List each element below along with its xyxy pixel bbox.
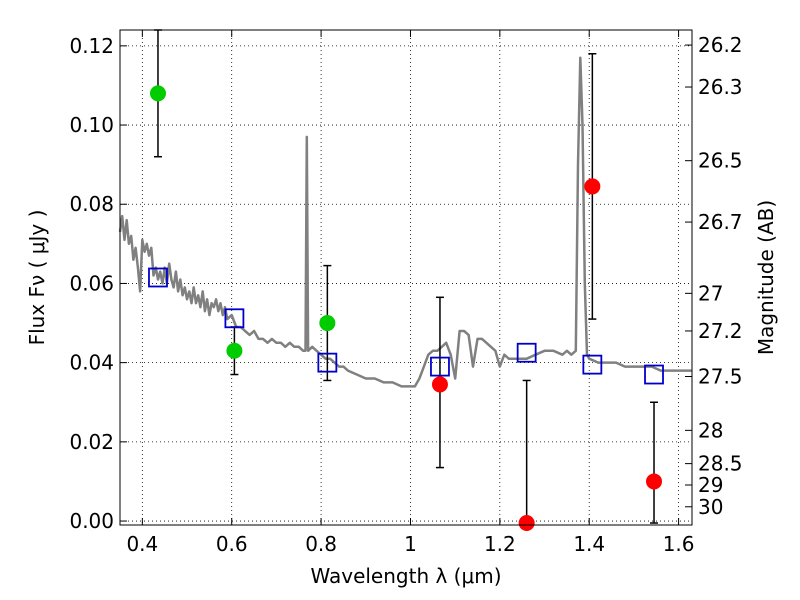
x-tick-label: 0.6 <box>216 532 248 556</box>
model-square <box>644 364 664 385</box>
plot-frame <box>119 29 693 526</box>
y-tick-label: 0.12 <box>69 34 114 58</box>
y-tick-label: 0.06 <box>69 271 114 295</box>
x-axis-label: Wavelength λ (μm) <box>310 564 501 588</box>
red-point <box>518 515 535 532</box>
model-spectrum <box>118 56 692 388</box>
x-tick-label: 1 <box>404 532 417 556</box>
red-point <box>584 178 601 195</box>
right-tick-label: 28 <box>698 418 723 442</box>
y-axis-label: Flux Fν ( μJy ) <box>25 210 49 346</box>
red-point <box>431 376 448 393</box>
right-tick-label: 26.2 <box>698 33 743 57</box>
model-square <box>516 342 537 363</box>
right-tick-label: 26.3 <box>698 75 743 99</box>
observed-photometry-points <box>149 85 663 532</box>
right-tick-label: 27.2 <box>698 319 743 343</box>
x-tick-label: 1.2 <box>484 532 516 556</box>
right-tick-label: 26.5 <box>698 149 743 173</box>
red-point <box>646 473 663 490</box>
right-axis-label: Magnitude (AB) <box>754 200 778 355</box>
green-point <box>319 315 336 332</box>
x-tick-label: 1.6 <box>663 532 695 556</box>
y-tick-label: 0.04 <box>69 351 114 375</box>
right-tick-label: 29 <box>698 473 723 497</box>
model-spectrum-line <box>118 56 692 388</box>
right-tick-label: 26.7 <box>698 210 743 234</box>
model-square <box>148 267 168 288</box>
model-square <box>224 308 245 329</box>
x-tick-label: 1.4 <box>573 532 605 556</box>
model-square <box>430 356 450 377</box>
model-photometry-squares <box>148 267 664 385</box>
right-tick-label: 28.5 <box>698 452 743 476</box>
green-point <box>226 342 243 359</box>
y-tick-label: 0.08 <box>69 192 114 216</box>
grid <box>120 30 692 525</box>
right-tick-label: 30 <box>698 495 723 519</box>
axis-ticks: 0.4 0.6 0.8 1 1.2 1.4 1.6 0.00 0.02 0.04 0.06 0.08 0… <box>69 30 743 556</box>
model-square <box>317 352 338 373</box>
y-tick-label: 0.10 <box>69 113 114 137</box>
y-tick-label: 0.00 <box>69 509 114 533</box>
x-tick-label: 0.8 <box>305 532 337 556</box>
y-tick-label: 0.02 <box>69 430 114 454</box>
green-point <box>149 85 166 102</box>
model-square <box>582 354 603 375</box>
right-tick-label: 27.5 <box>698 365 743 389</box>
x-tick-label: 0.4 <box>126 532 158 556</box>
right-tick-label: 27 <box>698 281 723 305</box>
